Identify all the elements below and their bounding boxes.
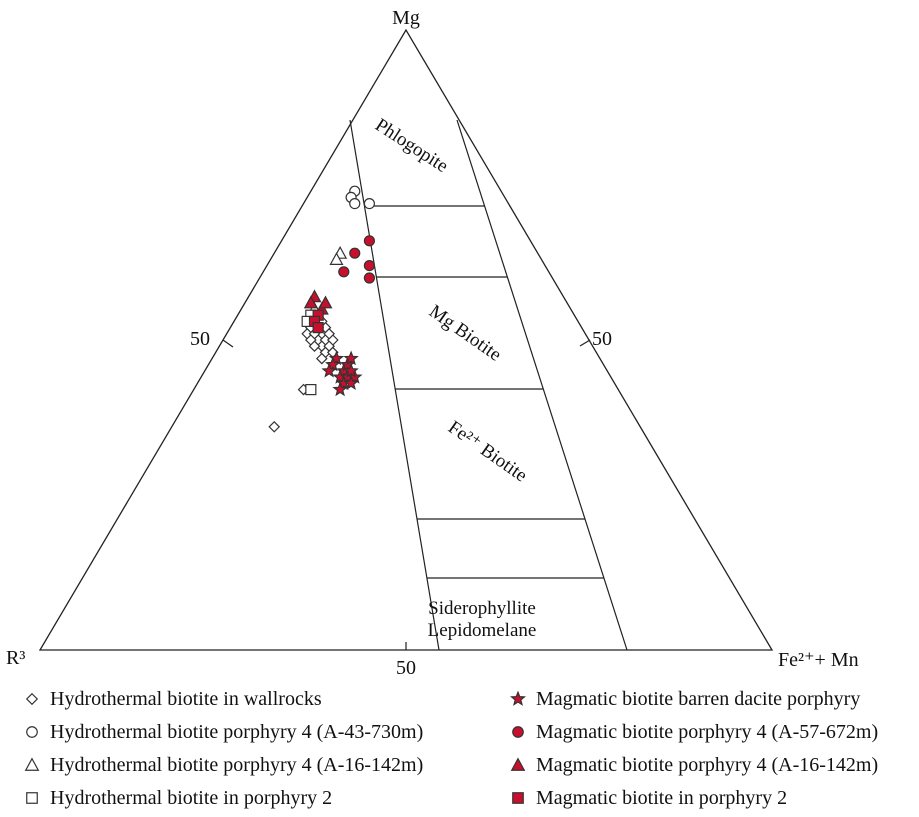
legend-marker: [510, 757, 526, 771]
tick-label-right: 50: [592, 328, 612, 350]
legend-label: Magmatic biotite in porphyry 2: [536, 786, 788, 809]
legend-item: Hydrothermal biotite porphyry 4 (A-43-73…: [24, 718, 423, 746]
field-boundary-left: [349, 119, 440, 651]
legend-marker: [512, 792, 524, 804]
data-point-circle: [349, 198, 361, 210]
field-label-siderophyllite: Siderophyllite: [428, 598, 536, 619]
data-point-star: [343, 362, 359, 378]
data-point-star: [343, 350, 359, 366]
legend-marker: [510, 691, 526, 706]
legend-item: Magmatic biotite barren dacite porphyry: [510, 685, 860, 713]
data-point-circle: [349, 247, 361, 259]
data-point-square: [312, 322, 324, 334]
legend-symbol-triangle: [24, 757, 40, 771]
legend-symbol-square: [26, 792, 38, 804]
data-point-triangle: [303, 295, 318, 309]
data-point-square: [305, 384, 317, 396]
data-point-star: [321, 362, 337, 378]
series-2: [345, 185, 375, 210]
series-4: [301, 309, 317, 396]
legend-symbol-square: [512, 792, 524, 804]
legend-marker: [25, 692, 39, 706]
data-point-star: [328, 350, 345, 366]
data-point-diamond: [323, 327, 335, 340]
data-point-star: [325, 356, 341, 372]
tick-right-50: [579, 339, 591, 347]
data-points: [268, 185, 375, 433]
tick-label-left: 50: [190, 328, 210, 350]
legend-label: Hydrothermal biotite porphyry 4 (A-16-14…: [50, 753, 424, 776]
legend-label: Hydrothermal biotite porphyry 4 (A-43-73…: [50, 720, 424, 743]
apex-label-fe-mn: Fe²⁺+ Mn: [778, 649, 859, 671]
tick-label-bottom: 50: [396, 657, 416, 679]
legend-item: Hydrothermal biotite in wallrocks: [24, 685, 322, 713]
legend-item: Magmatic biotite porphyry 4 (A-57-672m): [510, 718, 878, 746]
tick-left-50: [222, 339, 234, 348]
legend-label: Magmatic biotite porphyry 4 (A-16-142m): [536, 753, 879, 776]
legend-symbol-diamond: [25, 692, 39, 706]
apex-label-r3: R³: [6, 647, 25, 669]
legend-symbol-circle: [512, 726, 524, 738]
legend-item: Hydrothermal biotite porphyry 4 (A-16-14…: [24, 751, 423, 779]
diagram-frame: [38, 28, 774, 651]
legend-marker: [24, 757, 40, 771]
legend-marker: [26, 792, 38, 804]
legend-item: Magmatic biotite porphyry 4 (A-16-142m): [510, 751, 878, 779]
field-label-mg-biotite: Mg Biotite: [425, 301, 505, 366]
data-point-star: [332, 381, 348, 397]
legend-item: Hydrothermal biotite in porphyry 2: [24, 784, 332, 812]
series-7: [303, 289, 333, 315]
field-boundary-right: [456, 119, 628, 651]
series-5: [321, 350, 363, 397]
data-point-circle: [338, 266, 350, 278]
legend-symbol-star: [510, 691, 526, 706]
data-point-circle: [363, 272, 375, 284]
data-point-diamond: [308, 340, 321, 353]
data-point-circle: [363, 235, 375, 247]
apex-label-mg: Mg: [392, 7, 420, 29]
ternary-diagram: Mg R³ Fe²⁺+ Mn 50 50 50 Phlogopite Mg Biotite Fe…: [6, 7, 859, 679]
data-point-circle: [363, 260, 375, 272]
data-point-diamond: [268, 420, 281, 433]
series-8: [308, 309, 324, 334]
data-point-diamond: [315, 352, 328, 365]
legend-symbol-circle: [26, 726, 38, 738]
data-point-triangle: [329, 252, 344, 265]
legend-label: Hydrothermal biotite in wallrocks: [50, 687, 322, 710]
legend: Hydrothermal biotite in wallrocks Hydroth…: [0, 685, 919, 817]
legend-label: Magmatic biotite porphyry 4 (A-57-672m): [536, 720, 879, 743]
legend-label: Hydrothermal biotite in porphyry 2: [50, 786, 333, 809]
triangle-outline: [38, 28, 774, 651]
legend-symbol-triangle: [510, 757, 526, 771]
legend-item: Magmatic biotite in porphyry 2: [510, 784, 787, 812]
legend-label: Magmatic biotite barren dacite porphyry: [536, 687, 861, 710]
data-point-circle: [363, 198, 375, 210]
field-label-lepidomelane: Lepidomelane: [428, 620, 537, 641]
data-point-triangle: [318, 295, 333, 309]
legend-marker: [512, 726, 524, 738]
legend-marker: [26, 726, 38, 738]
series-6: [338, 235, 375, 284]
field-label-fe-biotite: Fe²⁺ Biotite: [444, 417, 531, 487]
field-label-phlogopite: Phlogopite: [371, 115, 451, 177]
data-point-star: [343, 375, 359, 391]
